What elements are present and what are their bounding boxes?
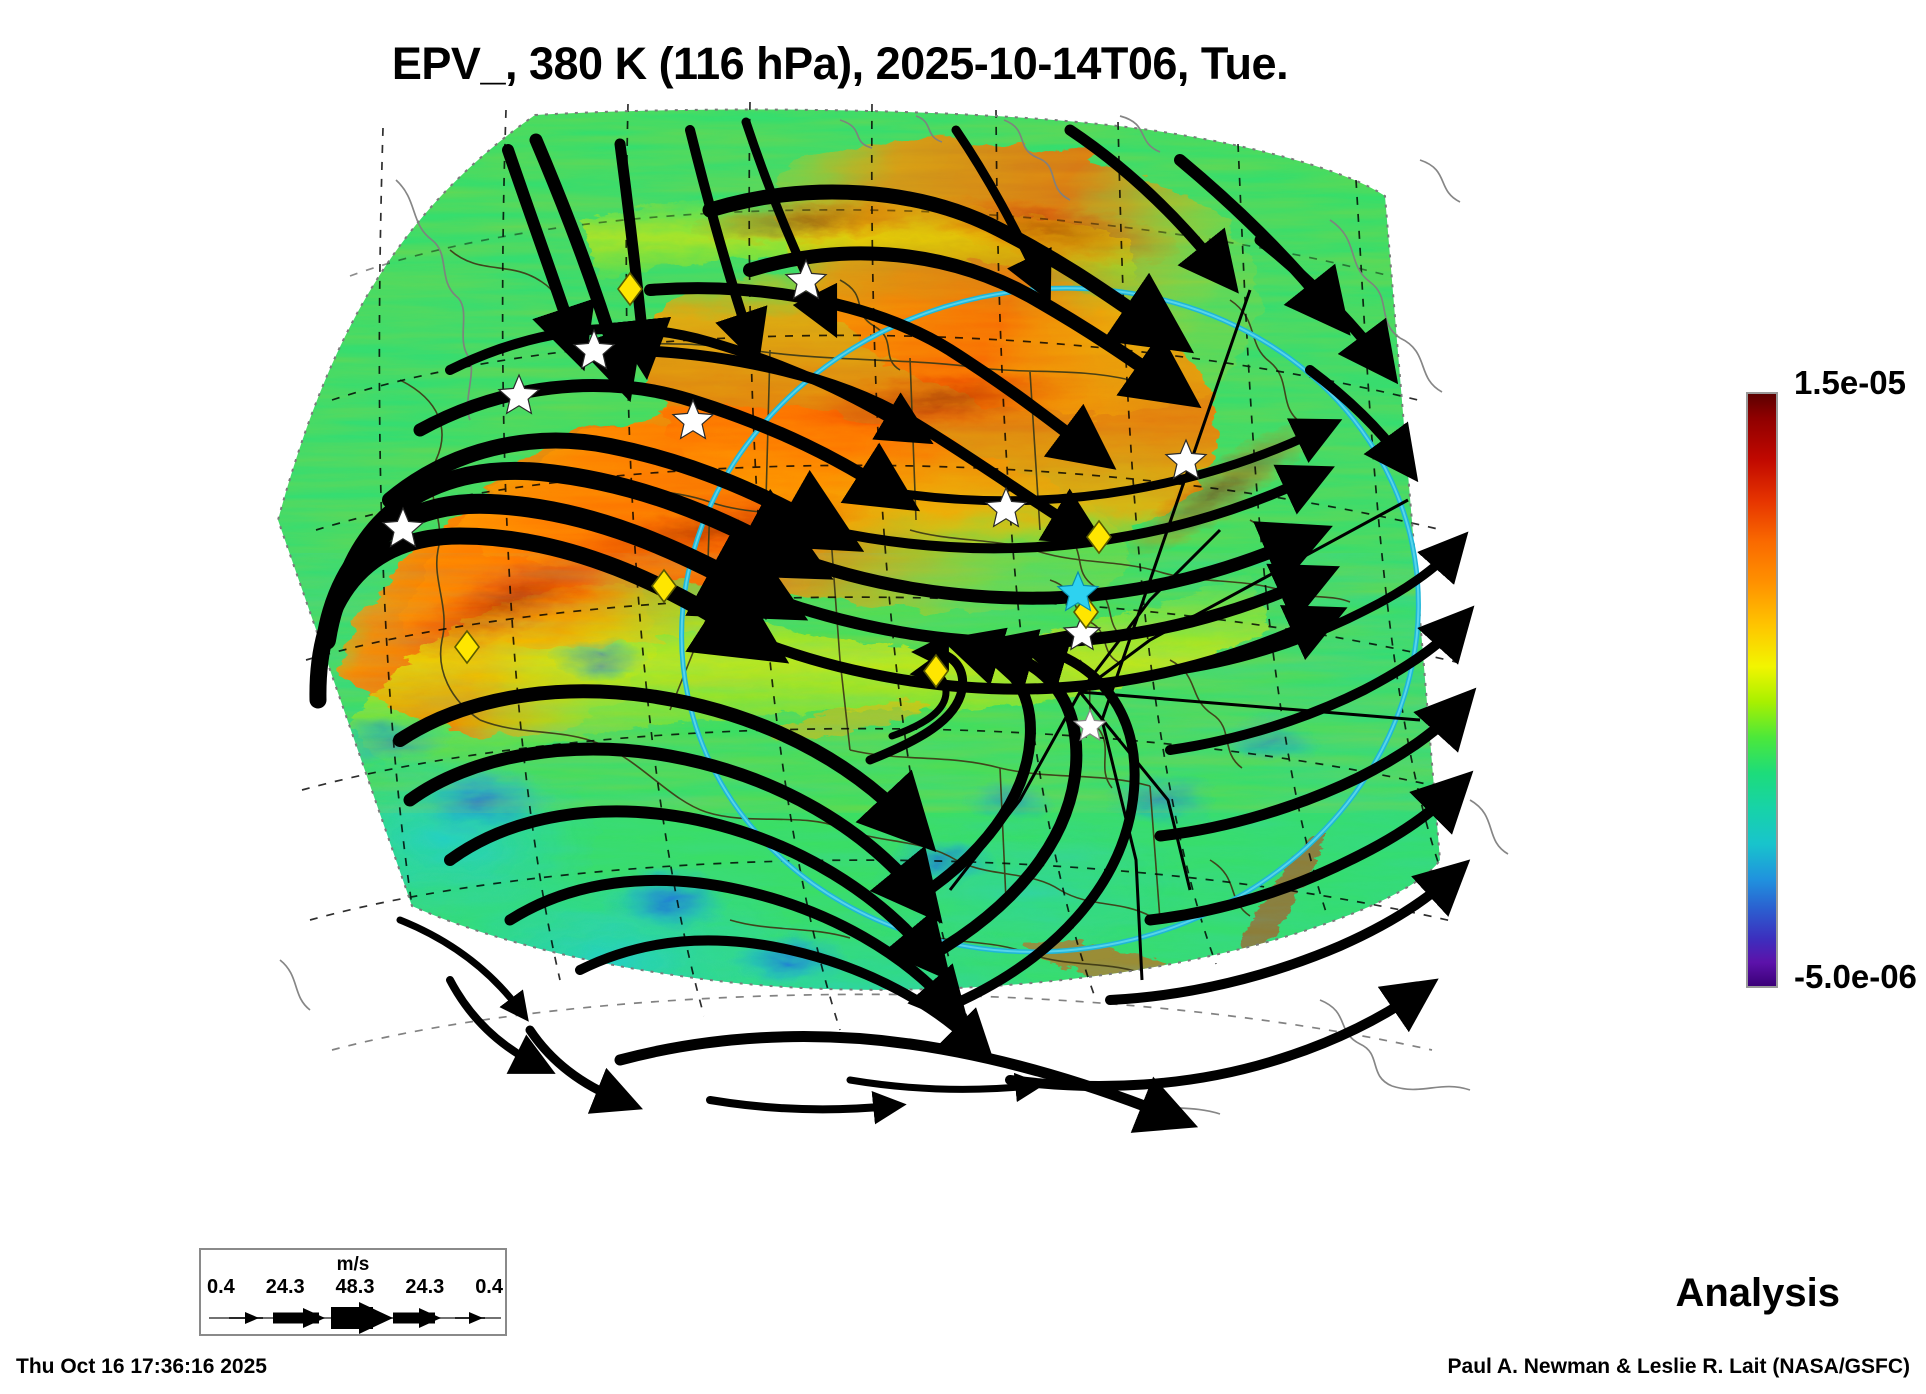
map-markers[interactable] xyxy=(381,258,1208,742)
wind-streamlines xyxy=(309,117,1477,1133)
white-star-markers[interactable] xyxy=(381,258,1208,742)
wind-legend-units-label: m/s xyxy=(336,1254,370,1275)
wind-legend-values: 0.4 24.3 48.3 24.3 0.4 xyxy=(207,1276,503,1299)
colorbar: 1.5e-05 -5.0e-06 xyxy=(1746,364,1926,995)
wind-legend-value: 24.3 xyxy=(265,1276,305,1298)
epv-scalar-field xyxy=(278,109,1440,990)
wind-legend-arrow-scale xyxy=(209,1302,501,1334)
page-title: EPV_, 380 K (116 hPa), 2025-10-14T06, Tu… xyxy=(391,38,1289,89)
wind-legend-value: 24.3 xyxy=(405,1276,445,1298)
cyan-star-marker[interactable] xyxy=(1056,570,1100,612)
colorbar-min-label: -5.0e-06 xyxy=(1794,958,1917,995)
credits-label: Paul A. Newman & Leslie R. Lait (NASA/GS… xyxy=(1447,1355,1910,1378)
generation-timestamp: Thu Oct 16 17:36:16 2025 xyxy=(16,1355,267,1378)
map-panel[interactable] xyxy=(150,100,1570,1220)
yellow-diamond-markers[interactable] xyxy=(454,271,1112,689)
wind-speed-legend: m/s 0.4 24.3 48.3 24.3 0.4 xyxy=(199,1248,507,1336)
wind-legend-value: 0.4 xyxy=(475,1276,503,1298)
wind-legend-value: 48.3 xyxy=(335,1276,375,1298)
colorbar-gradient xyxy=(1746,392,1778,988)
wind-legend-value: 0.4 xyxy=(207,1276,235,1298)
map-canvas[interactable] xyxy=(150,100,1570,1220)
colorbar-max-label: 1.5e-05 xyxy=(1794,364,1906,401)
analysis-label: Analysis xyxy=(1675,1271,1840,1315)
